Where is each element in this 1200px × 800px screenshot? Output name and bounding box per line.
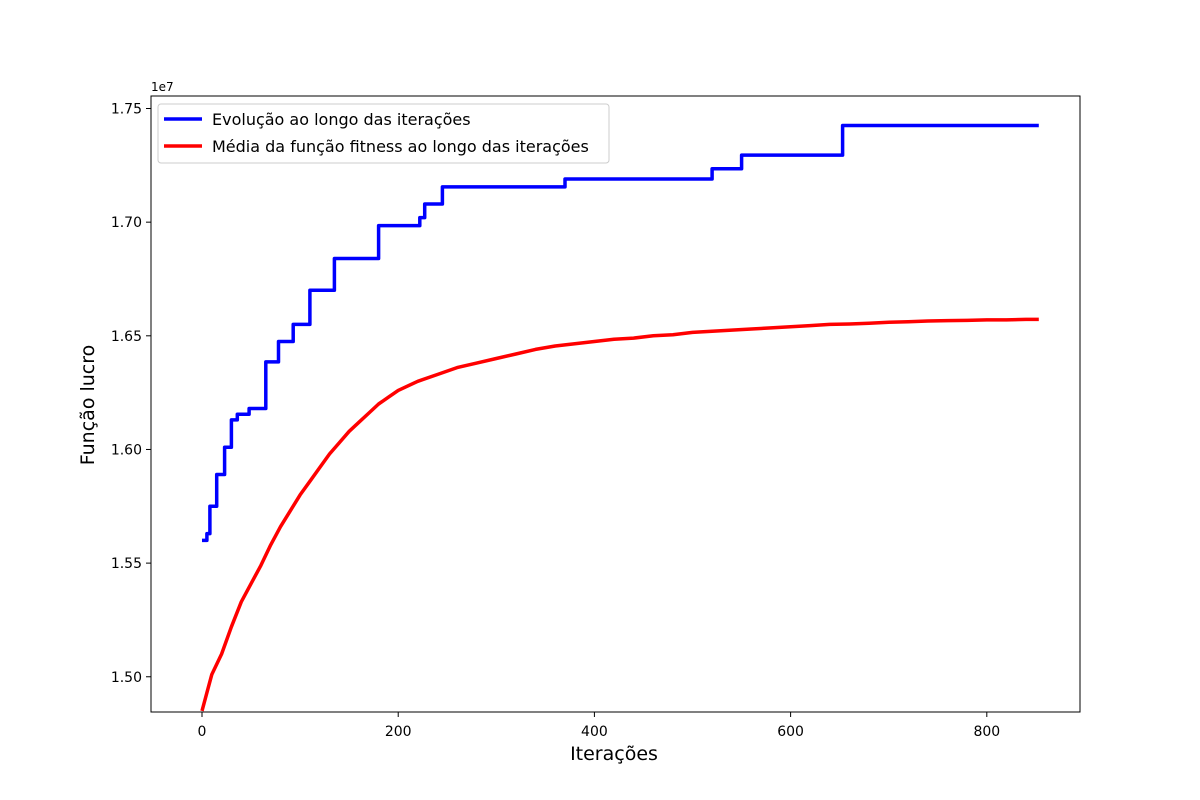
- y-tick-label: 1.75: [111, 102, 142, 118]
- series-layer: [200, 123, 1039, 712]
- y-offset-label: 1e7: [151, 80, 174, 94]
- legend-box: [157, 103, 610, 164]
- y-axis-title: Função lucro: [77, 345, 99, 466]
- x-axis-title: Iterações: [570, 743, 658, 765]
- axes-layer: 0 200 400 600 800 1.50 1.55 1.60 1.65 1.70 1.75: [111, 95, 1081, 740]
- y-tick-label: 1.60: [111, 442, 142, 458]
- legend-label-media: Média da função fitness ao longo das ite…: [212, 137, 589, 156]
- y-tick-label: 1.65: [111, 329, 142, 345]
- x-tick-label: 200: [385, 724, 412, 740]
- series-line-0: [202, 123, 1039, 543]
- y-tick-label: 1.70: [111, 215, 142, 231]
- plot-frame: [150, 95, 1081, 713]
- legend: Evolução ao longo das iterações Média da…: [157, 103, 610, 164]
- y-tick-label: 1.55: [111, 556, 142, 572]
- legend-label-evolucao: Evolução ao longo das iterações: [212, 110, 471, 129]
- series-line-1: [200, 317, 1039, 712]
- x-tick-label: 400: [581, 724, 608, 740]
- x-tick-label: 800: [973, 724, 1000, 740]
- x-tick-label: 600: [777, 724, 804, 740]
- x-tick-label: 0: [198, 724, 207, 740]
- y-tick-label: 1.50: [111, 670, 142, 686]
